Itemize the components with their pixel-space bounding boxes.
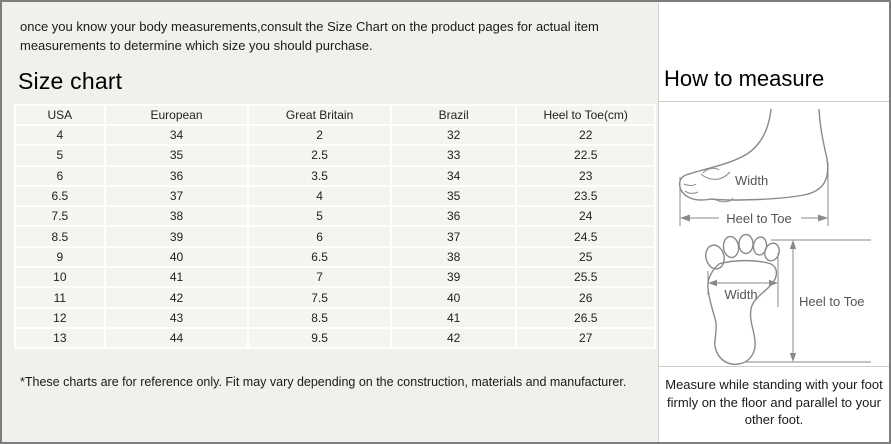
table-cell: 4 [247,184,392,208]
table-cell: 3.5 [247,164,392,187]
table-cell: 35 [389,184,518,208]
sole-width-label: Width [724,287,757,302]
table-row: 12 43 8.5 41 26.5 [14,306,656,329]
column-header: European [103,103,250,126]
table-row: 10 41 7 39 25.5 [14,266,656,289]
table-cell: 26.5 [515,306,656,329]
table-cell: 40 [389,286,518,309]
table-row: 5 35 2.5 33 22.5 [14,144,656,167]
table-cell: 36 [389,205,518,228]
table-row: 4 34 2 32 22 [14,123,656,147]
column-header: USA [14,103,106,126]
table-cell: 24 [515,205,656,228]
table-cell: 2 [247,123,392,147]
foot-side-view-diagram: Heel to Toe Width [678,108,829,226]
table-cell: 26 [515,286,656,309]
table-cell: 35 [103,144,250,167]
table-cell: 36 [103,164,250,187]
header-row: USA European Great Britain Brazil Heel to To… [14,103,656,126]
table-cell: 5 [14,144,106,167]
table-cell: 39 [389,266,518,289]
reference-footnote: *These charts are for reference only. Fi… [20,375,627,390]
table-cell: 7 [247,266,392,289]
table-row: 11 42 7.5 40 26 [14,286,656,309]
size-chart-title: Size chart [18,67,123,94]
table-cell: 38 [389,245,518,269]
column-header: Heel to Toe(cm) [515,103,656,126]
table-cell: 23 [515,164,656,187]
table-cell: 25.5 [515,266,656,289]
table-cell: 22.5 [515,144,656,167]
table-cell: 33 [389,144,518,167]
table-cell: 41 [389,306,518,329]
table-cell: 24.5 [515,225,656,248]
table-cell: 2.5 [247,144,392,167]
table-cell: 42 [103,286,250,309]
table-cell: 23.5 [515,184,656,208]
table-cell: 43 [103,306,250,329]
intro-text: once you know your body measurements,con… [20,19,599,53]
measure-instruction: Measure while standing with your foot fi… [665,377,883,428]
sole-heel-to-toe-label: Heel to Toe [799,294,865,309]
table-cell: 39 [103,225,250,248]
side-heel-to-toe-label: Heel to Toe [726,211,792,226]
table-cell: 38 [103,205,250,228]
table-cell: 42 [389,326,518,350]
table-cell: 44 [103,326,250,350]
column-header: Brazil [389,103,518,126]
how-to-measure-section: How to measure [658,2,889,442]
table-cell: 9.5 [247,326,392,350]
how-to-measure-title: How to measure [664,66,825,91]
table-cell: 9 [14,245,106,269]
table-row: 8.5 39 6 37 24.5 [14,225,656,248]
side-width-label: Width [735,173,768,188]
table-cell: 34 [389,164,518,187]
table-row: 6.5 37 4 35 23.5 [14,184,656,208]
size-chart-section: once you know your body measurements,con… [2,2,658,442]
table-row: 6 36 3.5 34 23 [14,164,656,187]
table-cell: 7.5 [14,205,106,228]
table-cell: 6.5 [247,245,392,269]
table-cell: 11 [14,286,106,309]
table-row: 7.5 38 5 36 24 [14,205,656,228]
table-cell: 27 [515,326,656,350]
table-cell: 5 [247,205,392,228]
table-cell: 8.5 [14,225,106,248]
table-cell: 32 [389,123,518,147]
table-cell: 37 [389,225,518,248]
measure-diagrams: Heel to Toe Width Width [659,101,889,367]
table-cell: 8.5 [247,306,392,329]
table-cell: 41 [103,266,250,289]
column-header: Great Britain [247,103,392,126]
foot-sole-view-diagram: Width Heel to Toe [705,233,871,366]
table-cell: 13 [14,326,106,350]
table-cell: 37 [103,184,250,208]
table-cell: 10 [14,266,106,289]
table-cell: 40 [103,245,250,269]
table-cell: 7.5 [247,286,392,309]
table-cell: 4 [14,123,106,147]
table-cell: 22 [515,123,656,147]
table-cell: 6.5 [14,184,106,208]
table-cell: 34 [103,123,250,147]
table-cell: 6 [14,164,106,187]
table-row: 9 40 6.5 38 25 [14,245,656,269]
table-row: 13 44 9.5 42 27 [14,326,656,350]
table-cell: 25 [515,245,656,269]
table-cell: 12 [14,306,106,329]
table-cell: 6 [247,225,392,248]
size-conversion-table: USA European Great Britain Brazil Heel to To… [14,103,656,350]
